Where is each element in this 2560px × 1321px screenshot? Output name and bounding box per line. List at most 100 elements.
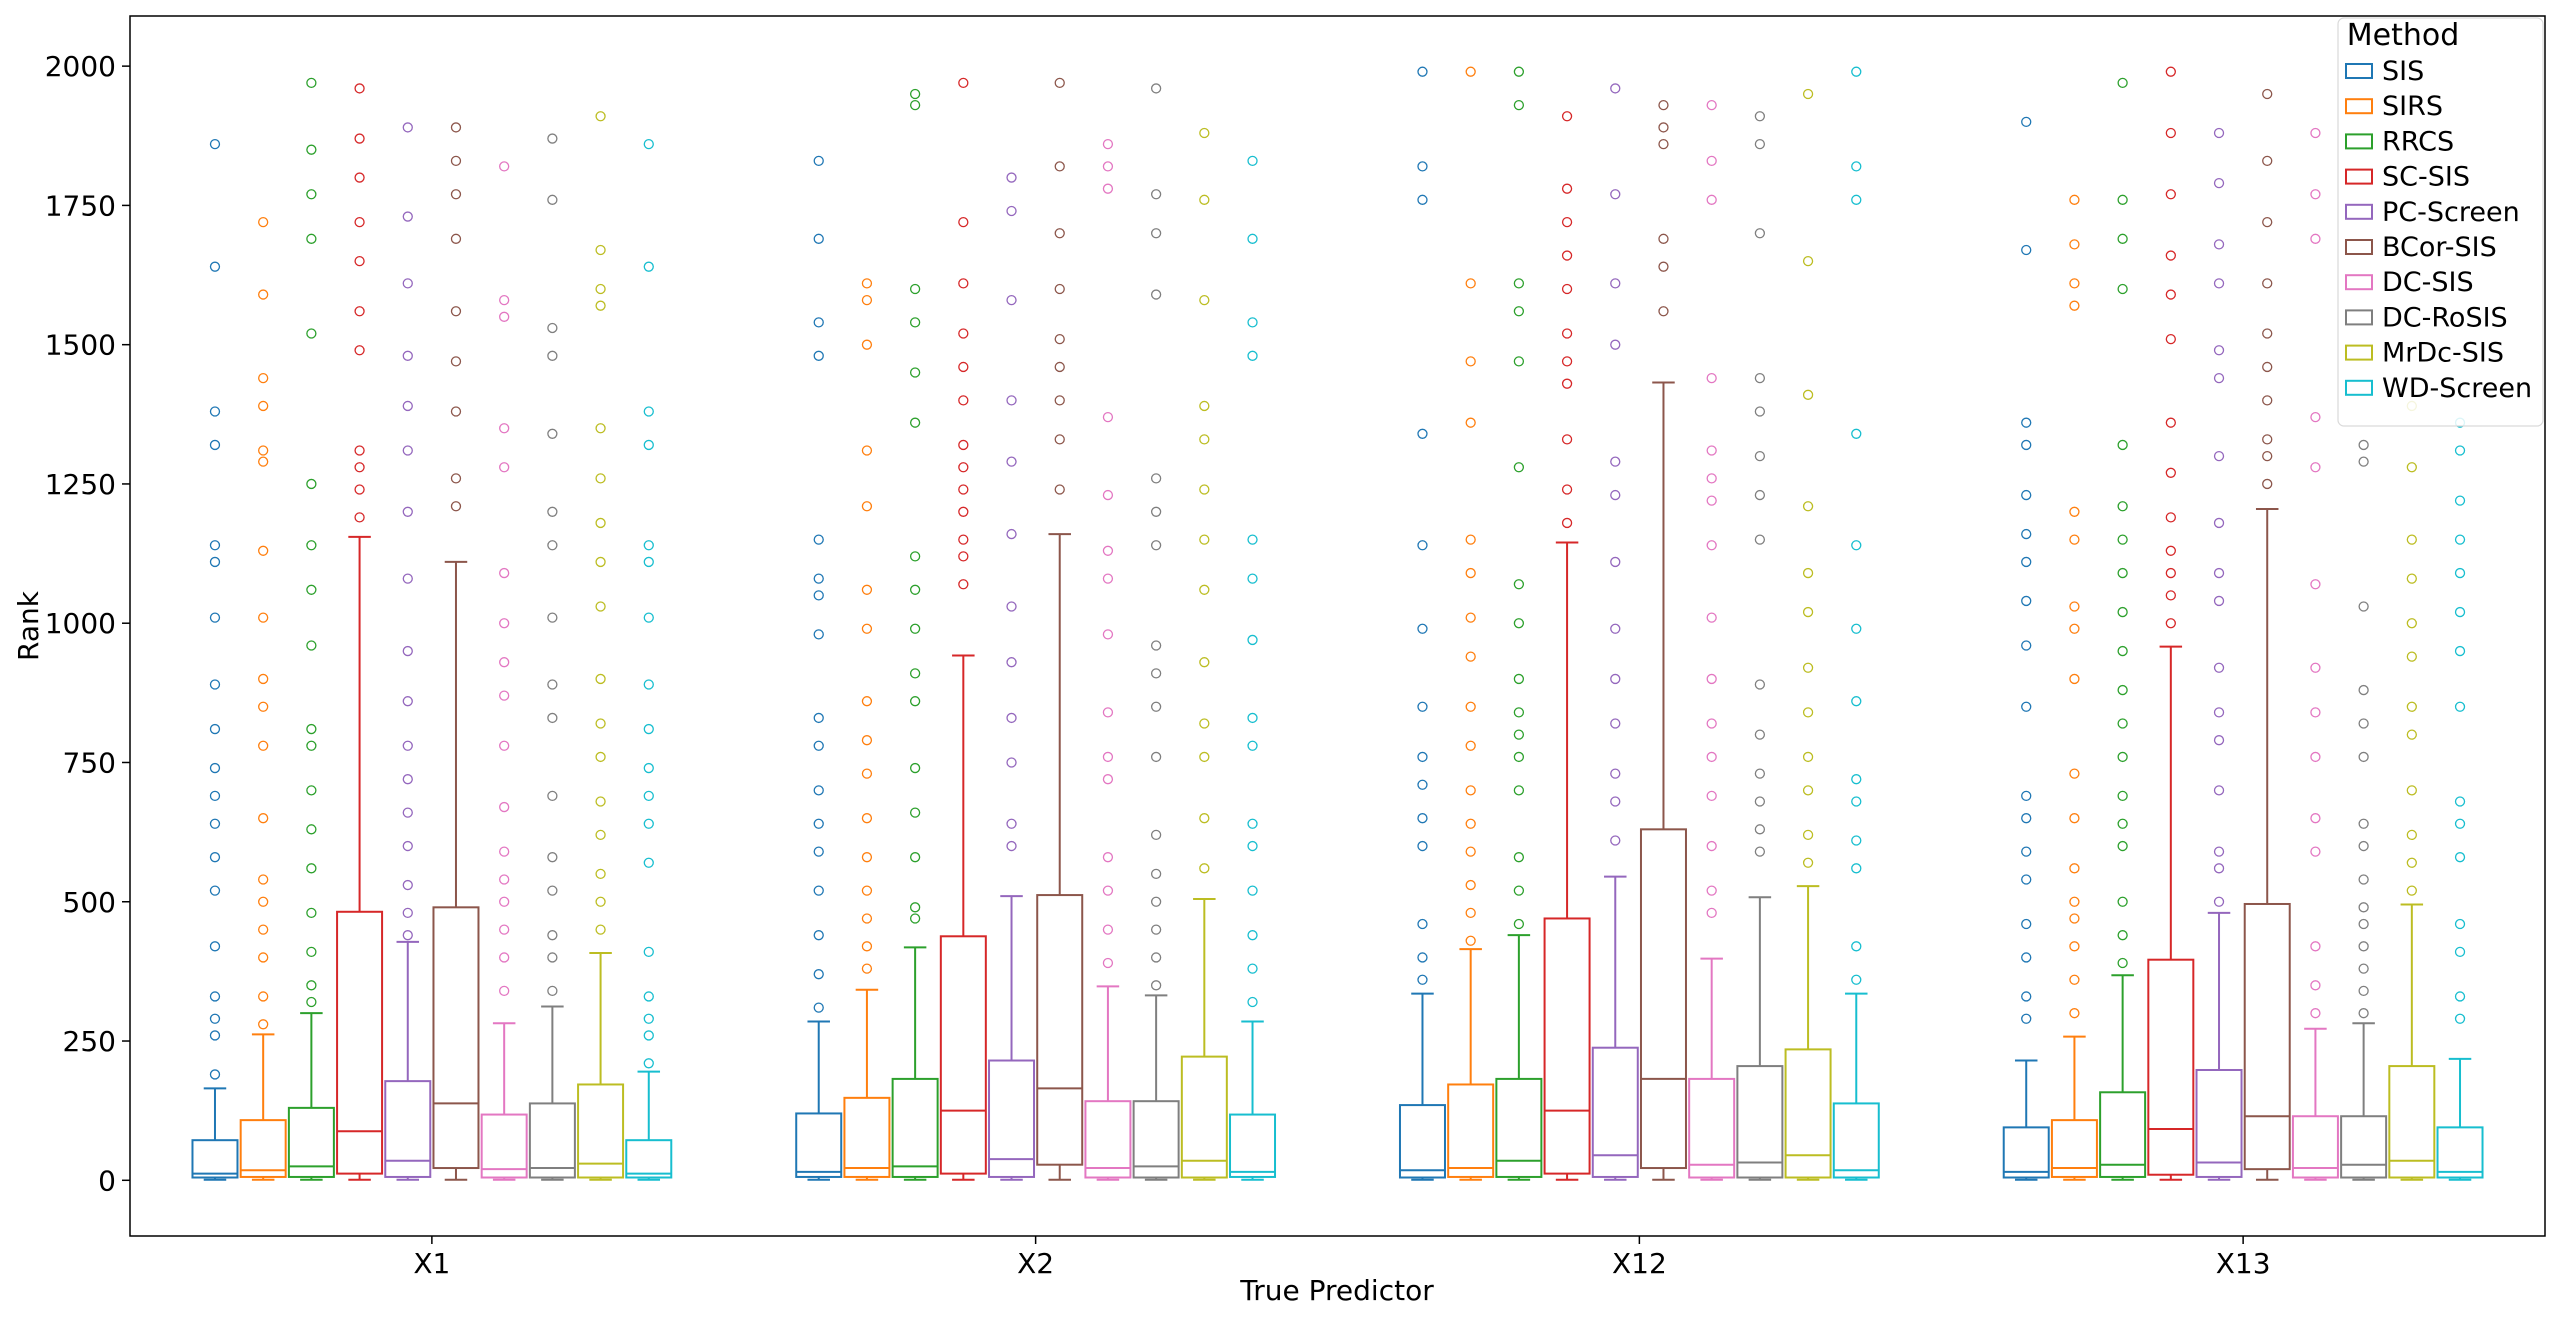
outlier-point: [2358, 985, 2369, 997]
outlier-point: [402, 445, 413, 456]
outlier-point: [1199, 294, 1210, 306]
outlier-point: [1006, 294, 1017, 306]
outlier-point: [1706, 99, 1717, 111]
legend-swatch: [2345, 98, 2373, 115]
outlier-point: [1006, 601, 1017, 612]
outlier-point: [1150, 289, 1162, 300]
outlier-point: [861, 913, 873, 924]
outlier-point: [2406, 885, 2417, 896]
outlier-point: [1150, 473, 1162, 484]
outlier-point: [1851, 835, 1862, 846]
outlier-point: [1417, 701, 1428, 712]
outlier-point: [861, 294, 873, 306]
outlier-point: [1851, 540, 1862, 551]
box-dc-rosis-x12: [1736, 111, 1784, 1181]
outlier-point: [861, 768, 873, 779]
outlier-point: [209, 556, 221, 568]
outlier-point: [306, 540, 317, 551]
outlier-point: [2213, 372, 2225, 384]
outlier-point: [2454, 818, 2466, 829]
y-tick-label: 1750: [45, 189, 116, 222]
outlier-point: [2454, 946, 2466, 958]
outlier-point: [2069, 974, 2080, 985]
outlier-point: [499, 690, 510, 701]
outlier-point: [306, 980, 317, 991]
outlier-point: [209, 991, 221, 1002]
outlier-point: [2165, 467, 2176, 478]
outlier-point: [2262, 328, 2273, 339]
outlier-point: [1610, 556, 1621, 568]
outlier-point: [1706, 790, 1717, 802]
outlier-point: [1706, 372, 1717, 384]
outlier-point: [958, 216, 969, 228]
outlier-point: [1150, 189, 1162, 200]
outlier-point: [354, 462, 365, 473]
outlier-point: [813, 629, 824, 640]
outlier-point: [2069, 768, 2080, 779]
outlier-point: [2117, 645, 2128, 657]
outlier-point: [1561, 328, 1573, 339]
box-iqr: [1036, 894, 1084, 1166]
outlier-point: [643, 540, 654, 551]
outlier-point: [2310, 189, 2321, 200]
outlier-point: [1465, 740, 1476, 751]
box-iqr: [1784, 1048, 1832, 1179]
box-iqr: [2436, 1126, 2484, 1179]
box-sc-sis-x1: [336, 83, 384, 1181]
outlier-point: [306, 189, 317, 200]
outlier-point: [450, 501, 462, 512]
outlier-point: [1706, 495, 1717, 506]
box-iqr: [1495, 1077, 1543, 1178]
outlier-point: [1054, 395, 1065, 406]
outlier-point: [1102, 852, 1114, 863]
outlier-point: [1247, 634, 1258, 646]
outlier-point: [306, 144, 317, 155]
outlier-point: [2454, 852, 2466, 863]
outlier-point: [1417, 161, 1428, 172]
outlier-point: [450, 406, 462, 417]
outlier-point: [1754, 406, 1766, 417]
outlier-point: [1102, 885, 1114, 896]
box-iqr: [384, 1080, 432, 1178]
box-sis-x2: [795, 155, 843, 1181]
outlier-point: [354, 255, 365, 267]
outlier-point: [1851, 161, 1862, 172]
outlier-point: [258, 874, 269, 885]
outlier-point: [2069, 623, 2080, 634]
legend-box: [2337, 17, 2544, 427]
outlier-point: [1102, 138, 1114, 150]
outlier-point: [402, 807, 413, 818]
y-tick-label: 750: [63, 746, 116, 779]
outlier-point: [1247, 996, 1258, 1008]
box-iqr: [1736, 1065, 1784, 1179]
outlier-point: [499, 657, 510, 668]
outlier-point: [1465, 701, 1476, 712]
outlier-point: [861, 941, 873, 952]
outlier-point: [1706, 885, 1717, 896]
outlier-point: [2021, 528, 2032, 540]
outlier-point: [306, 996, 317, 1008]
outlier-point: [209, 885, 221, 896]
outlier-point: [1706, 473, 1717, 484]
outlier-point: [861, 445, 873, 456]
outlier-point: [643, 1058, 654, 1069]
outlier-point: [1006, 757, 1017, 768]
box-mrdc-sis-x13: [2388, 400, 2436, 1181]
outlier-point: [1006, 840, 1017, 852]
outlier-point: [209, 852, 221, 863]
outlier-point: [813, 930, 824, 941]
outlier-point: [1247, 740, 1258, 751]
outlier-point: [306, 640, 317, 651]
outlier-point: [499, 161, 510, 172]
outlier-point: [1465, 846, 1476, 857]
outlier-point: [1417, 952, 1428, 963]
outlier-point: [1006, 712, 1017, 724]
outlier-point: [2117, 840, 2128, 852]
outlier-point: [1513, 918, 1525, 930]
outlier-point: [958, 395, 969, 406]
outlier-point: [1658, 306, 1669, 317]
outlier-point: [209, 138, 221, 150]
outlier-point: [595, 601, 606, 612]
outlier-point: [1006, 657, 1017, 668]
outlier-point: [813, 846, 824, 857]
